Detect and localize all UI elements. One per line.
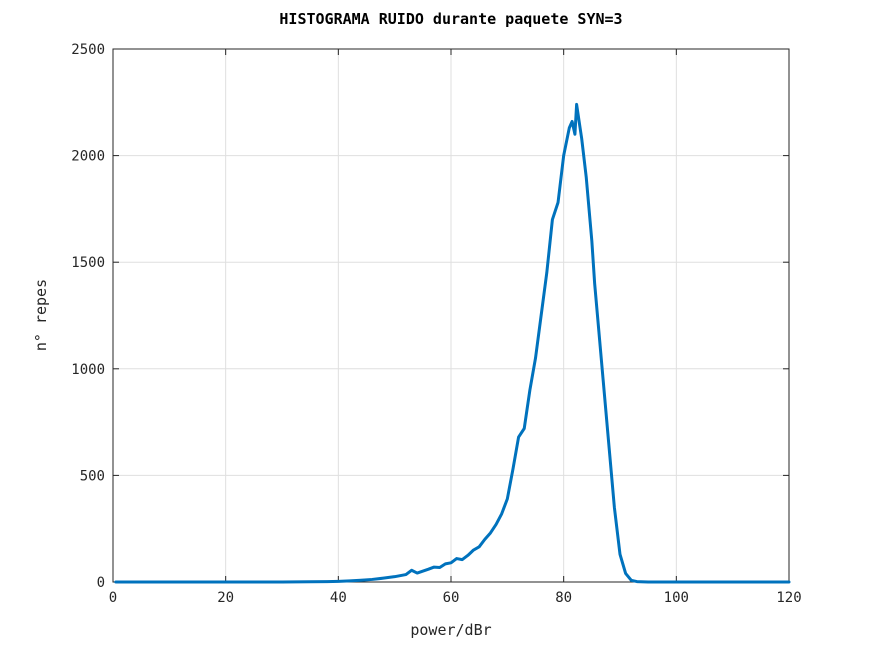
grid-lines (112, 48, 790, 583)
chart-title: HISTOGRAMA RUIDO durante paquete SYN=3 (279, 10, 622, 28)
y-tick-label: 2000 (71, 149, 105, 165)
y-tick-label: 500 (80, 468, 105, 484)
x-tick-label: 40 (330, 590, 347, 606)
x-tick-label: 20 (217, 590, 234, 606)
x-tick-label: 60 (443, 590, 460, 606)
y-tick-label: 1500 (71, 255, 105, 271)
x-tick-label: 100 (664, 590, 689, 606)
x-axis-label: power/dBr (410, 621, 491, 639)
x-tick-label: 80 (555, 590, 572, 606)
y-tick-labels: 0 500 1000 1500 2000 2500 (71, 42, 105, 591)
y-tick-label: 2500 (71, 42, 105, 58)
x-tick-labels: 0 20 40 60 80 100 120 (109, 590, 802, 606)
y-axis-label: n° repes (32, 279, 50, 351)
histogram-series-line (114, 102, 791, 584)
x-tick-label: 120 (776, 590, 801, 606)
y-tick-label: 0 (97, 575, 105, 591)
series-layer (114, 102, 791, 584)
y-tick-label: 1000 (71, 362, 105, 378)
x-tick-label: 0 (109, 590, 117, 606)
